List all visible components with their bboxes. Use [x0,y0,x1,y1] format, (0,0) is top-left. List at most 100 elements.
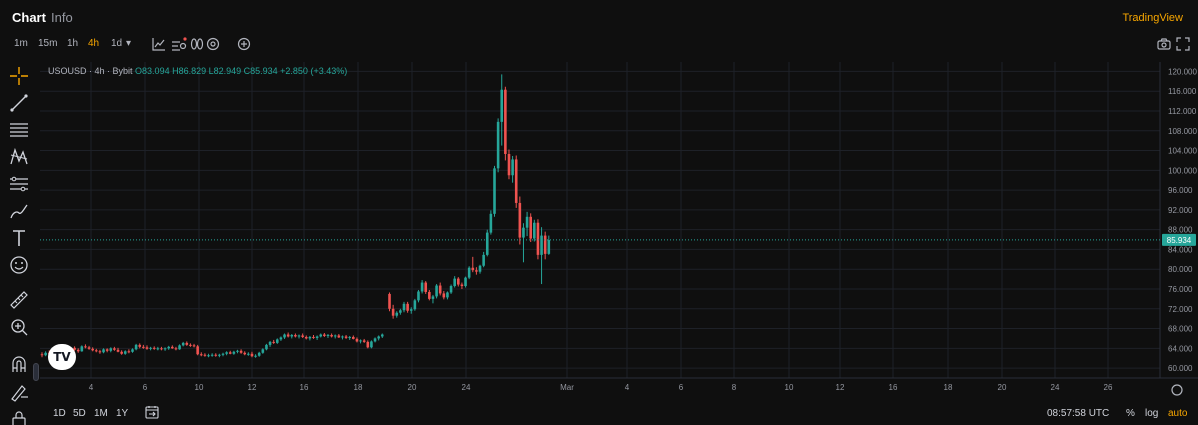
candle-down [91,348,94,351]
settings-icon[interactable] [206,37,220,51]
camera-icon[interactable] [1157,37,1171,51]
brush-icon[interactable] [9,201,29,221]
bottom-bar: 1D 5D 1M 1Y 08:57:58 UTC % log auto [0,400,1198,425]
time-tick-label: 8 [732,383,737,392]
candle-up [167,346,170,349]
candle-down [312,336,315,338]
auto-toggle[interactable]: auto [1168,408,1188,419]
candle-up [420,282,424,292]
candle-down [286,334,290,337]
text-icon[interactable] [9,228,29,248]
time-tick-label: Mar [560,383,574,392]
timeframe-15m[interactable]: 15m [38,38,58,49]
time-tick-label: 18 [354,383,363,392]
candle-down [304,336,308,339]
last-price-label: 85.934 [1167,236,1192,245]
utc-clock[interactable]: 08:57:58 UTC [1047,408,1110,419]
candle-up [178,345,181,350]
price-tick-label: 120.000 [1168,67,1197,76]
last-price-badge [1162,233,1196,246]
crosshair-icon[interactable] [9,66,29,86]
candle-down [428,291,431,299]
toolbar-collapse-handle[interactable] [33,363,39,381]
compare-icon[interactable] [190,37,204,51]
timeframe-1d[interactable]: 1d [111,38,123,49]
tradingview-logo[interactable]: TV [48,344,76,370]
candle-up [156,348,160,350]
timeframe-dropdown[interactable]: ▾ [126,38,132,49]
candle-up [131,349,134,352]
time-tick-label: 10 [195,383,204,392]
candle-up [522,227,525,238]
tab-chart[interactable]: Chart [12,10,46,25]
candle-up [417,291,420,301]
candle-down [438,285,442,294]
candle-up [449,286,453,293]
tab-info[interactable]: Info [51,10,73,25]
candle-down [406,303,409,311]
zoom-icon[interactable] [9,317,29,337]
range-1y[interactable]: 1Y [116,408,129,419]
candle-down [73,347,76,350]
candle-down [214,354,218,356]
percent-toggle[interactable]: % [1126,408,1135,419]
candle-up [276,339,279,343]
candle-up [511,159,514,176]
emoji-icon[interactable] [9,255,29,275]
brand-label[interactable]: TradingView [1122,12,1183,24]
candle-down [243,352,247,355]
pattern-icon[interactable] [9,147,29,167]
candle-down [294,334,297,337]
calendar-goto-icon[interactable] [145,405,159,419]
candle-down [127,351,131,353]
fullscreen-icon[interactable] [1176,37,1190,51]
candle-up [493,168,496,214]
time-tick-label: 20 [408,383,417,392]
time-tick-label: 18 [944,383,953,392]
candle-up [221,353,225,355]
candle-down [171,346,174,349]
candle-up [319,334,323,337]
lock-draw-icon[interactable] [9,382,29,402]
timeframe-1m[interactable]: 1m [14,38,28,49]
candle-up [315,336,319,338]
indicators-icon[interactable] [152,37,166,51]
time-tick-label: 4 [625,383,630,392]
timeframe-1h[interactable]: 1h [67,38,79,49]
candle-down [113,348,116,350]
price-chart[interactable]: 60.000 64.000 68.000 72.000 76.000 80.000 84.0… [40,62,1198,400]
magnet-icon[interactable] [9,354,29,374]
fib-icon[interactable] [9,120,29,140]
time-tick-label: 4 [89,383,94,392]
candle-down [362,340,366,342]
range-5d[interactable]: 5D [73,408,86,419]
candle-up [359,340,362,342]
candle-down [337,335,341,338]
range-1m[interactable]: 1M [94,408,108,419]
ruler-icon[interactable] [9,290,29,310]
candle-up [500,89,504,122]
add-icon[interactable] [237,37,251,51]
price-tick-label: 68.000 [1168,325,1193,334]
candle-down [344,336,348,338]
scale-settings-icon[interactable] [1171,384,1183,396]
candle-up [547,240,551,254]
time-tick-label: 6 [679,383,684,392]
measure-icon[interactable] [9,174,29,194]
chart-toolbar: 1m 15m 1h 4h 1d ▾ [0,34,1198,56]
lock-icon[interactable] [9,408,29,425]
candle-up [308,336,312,339]
candle-down [152,347,156,349]
candle-down [40,354,44,356]
candle-up [247,353,250,355]
timeframe-4h[interactable]: 4h [88,38,100,49]
alert-icon[interactable] [171,37,187,51]
range-1d[interactable]: 1D [53,408,66,419]
candle-up [163,348,167,350]
log-toggle[interactable]: log [1145,408,1159,419]
candle-down [250,353,254,357]
time-tick-label: 10 [785,383,794,392]
legend-symbol: USOUSD · 4h · Bybit [48,66,133,76]
trendline-icon[interactable] [9,93,29,113]
candle-up [80,346,84,352]
